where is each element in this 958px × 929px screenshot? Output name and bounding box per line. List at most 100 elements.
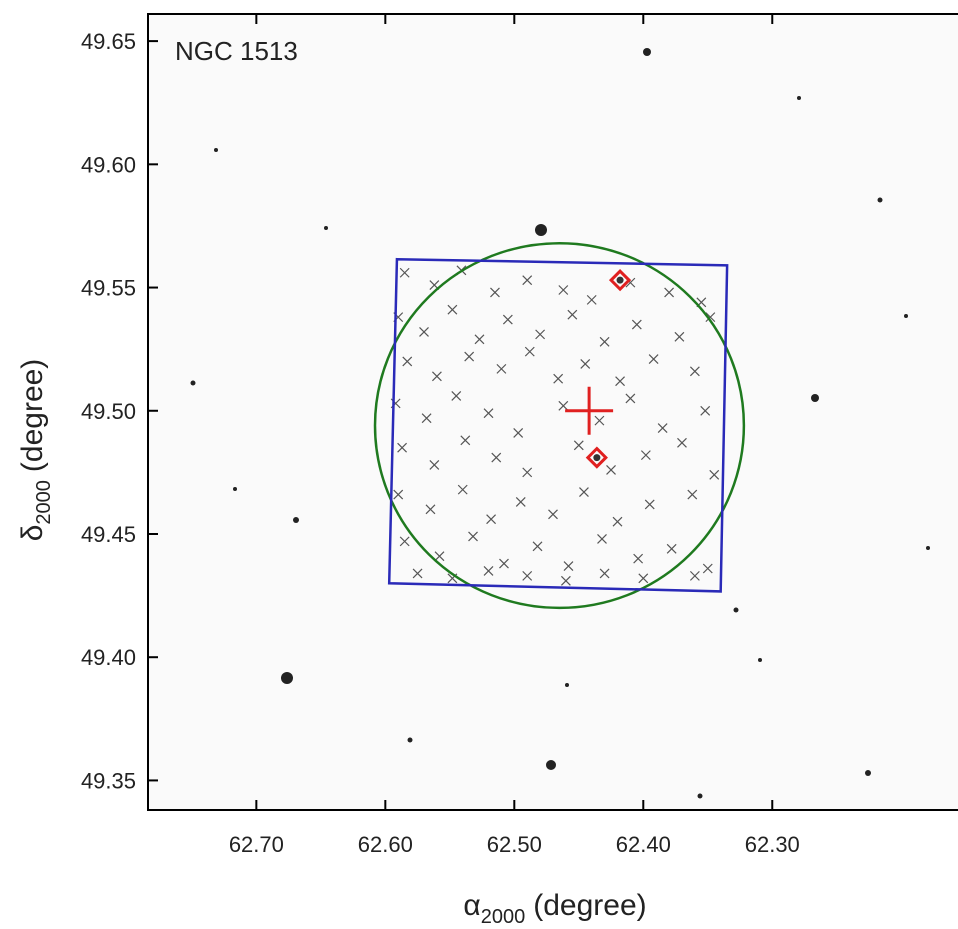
y-tick-label: 49.45 (81, 522, 136, 547)
special-star (608, 269, 632, 292)
y-tick-label: 49.65 (81, 29, 136, 54)
y-tick-label: 49.40 (81, 645, 136, 670)
y-tick-label: 49.55 (81, 276, 136, 301)
member-star (606, 464, 616, 475)
background-stars (190, 48, 930, 799)
x-tick-label: 62.50 (487, 832, 542, 857)
star (904, 314, 908, 318)
member-star (513, 428, 524, 438)
x-label-subscript: 2000 (481, 906, 526, 924)
member-star (687, 489, 698, 500)
member-star (491, 452, 502, 463)
star (190, 380, 196, 386)
x-tick-label: 62.60 (358, 832, 413, 857)
member-star (648, 354, 659, 364)
member-star (457, 484, 468, 495)
member-star (674, 331, 685, 342)
member-star (402, 356, 413, 367)
member-star (535, 329, 546, 340)
member-star (553, 373, 564, 384)
member-star (705, 312, 716, 323)
star (293, 517, 299, 523)
member-star (599, 568, 610, 579)
cluster-name: NGC 1513 (175, 36, 298, 66)
member-star (558, 285, 569, 295)
y-label-subscript: 2000 (33, 480, 55, 525)
x-tick-label: 62.30 (745, 832, 800, 857)
x-tick-label: 62.70 (229, 832, 284, 857)
star (811, 394, 819, 402)
sky-image (148, 14, 958, 810)
special-star (585, 446, 608, 469)
cluster-radius (373, 241, 746, 610)
member-star (597, 533, 607, 544)
x-tick-label: 62.40 (616, 832, 671, 857)
special-star-core (593, 454, 601, 462)
member-star (522, 570, 533, 581)
member-star (567, 309, 578, 320)
member-star (460, 435, 471, 446)
member-star (474, 334, 485, 345)
star (407, 737, 413, 743)
member-star (464, 351, 475, 362)
star (546, 760, 556, 770)
member-star (524, 346, 535, 357)
y-axis-label: δ2000 (degree) (16, 359, 55, 542)
member-star (431, 371, 442, 382)
member-star (700, 405, 711, 416)
member-star (399, 267, 410, 278)
member-star (563, 561, 574, 571)
x-axis-label: α2000 (degree) (463, 889, 646, 924)
member-star (490, 287, 500, 298)
member-star (702, 563, 713, 574)
member-star (666, 543, 677, 554)
cluster-center (565, 386, 614, 435)
member-star (558, 400, 569, 411)
member-star (689, 366, 700, 377)
star (877, 197, 883, 203)
y-label-unit: (degree) (16, 359, 49, 472)
member-star (560, 575, 571, 586)
x-label-unit: (degree) (533, 889, 646, 922)
member-star (522, 467, 533, 478)
member-star (612, 516, 623, 527)
member-star (586, 294, 597, 305)
member-star (594, 415, 605, 426)
y-tick-label: 49.35 (81, 768, 136, 793)
member-star (468, 531, 478, 542)
member-star (486, 514, 497, 525)
member-star (419, 326, 429, 337)
member-star (499, 558, 509, 569)
star (233, 487, 237, 491)
member-star (397, 442, 408, 453)
member-star (412, 568, 423, 579)
member-star (451, 391, 462, 401)
member-star (434, 551, 445, 562)
star (865, 770, 871, 776)
member-star (548, 509, 558, 520)
axes-frame (147, 13, 958, 811)
member-star (615, 376, 625, 387)
member-star (631, 319, 642, 330)
x-label-symbol: α (463, 889, 480, 922)
star (565, 683, 569, 687)
member-star (447, 304, 458, 315)
star (797, 96, 801, 100)
member-star (399, 536, 410, 547)
member-star (532, 541, 543, 552)
member-star (425, 504, 436, 515)
member-star (657, 423, 668, 433)
member-star (599, 336, 610, 347)
star (214, 148, 218, 152)
member-star (515, 497, 526, 507)
special-star-core (616, 276, 624, 284)
star (281, 672, 293, 684)
member-star (502, 314, 513, 325)
member-star (429, 460, 440, 470)
member-star (709, 469, 720, 480)
observed-field (387, 257, 729, 593)
member-star (689, 570, 700, 581)
star (535, 224, 547, 236)
member-star (496, 363, 507, 374)
